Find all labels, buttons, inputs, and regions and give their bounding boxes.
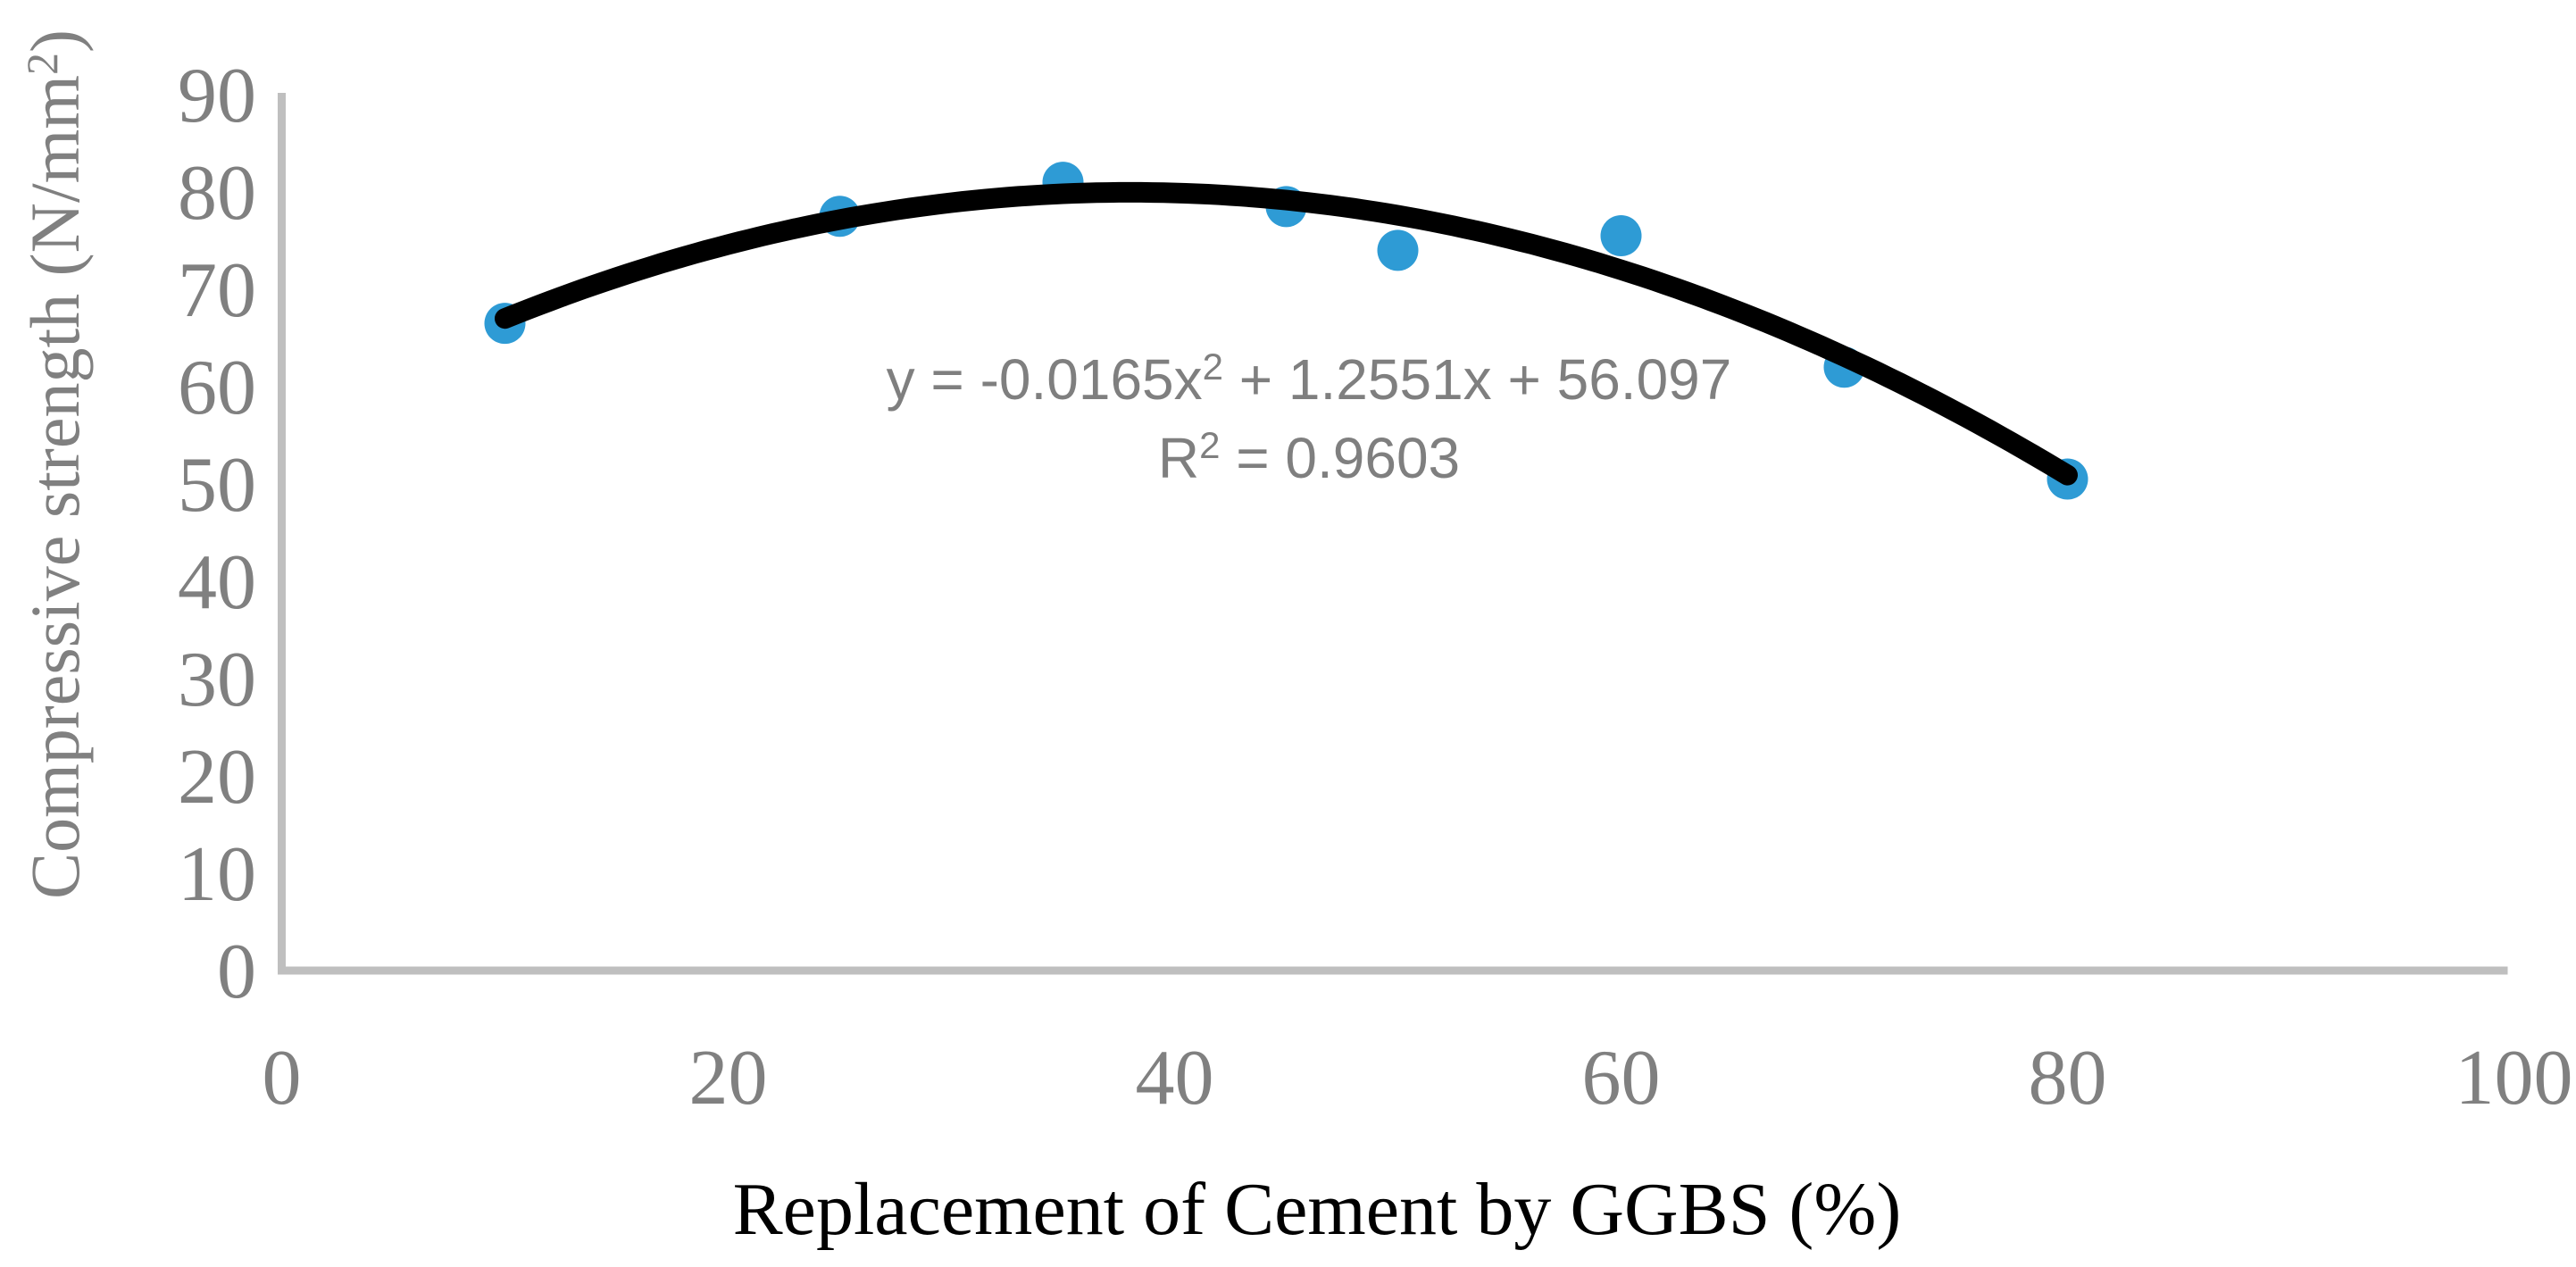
x-axis-title: Replacement of Cement by GGBS (%) — [733, 1168, 1902, 1251]
trendline-curve — [495, 181, 2078, 486]
x-tick-label: 100 — [2455, 1035, 2573, 1121]
y-tick-label: 30 — [178, 637, 256, 723]
y-tick-label: 50 — [178, 442, 256, 529]
y-tick-label: 80 — [178, 150, 256, 237]
x-tick-label: 80 — [2029, 1035, 2107, 1121]
x-tick-label: 20 — [689, 1035, 768, 1121]
y-tick-labels: 0 10 20 30 40 50 60 70 80 90 — [178, 53, 256, 1015]
x-tick-label: 60 — [1582, 1035, 1661, 1121]
y-tick-label: 40 — [178, 539, 256, 626]
y-tick-label: 70 — [178, 247, 256, 334]
data-point — [1600, 215, 1642, 257]
y-tick-label: 60 — [178, 345, 256, 431]
x-tick-labels: 0 20 40 60 80 100 — [263, 1035, 2573, 1121]
y-tick-label: 0 — [217, 929, 256, 1015]
y-tick-label: 20 — [178, 734, 256, 821]
data-point — [1377, 229, 1419, 271]
y-tick-label: 90 — [178, 53, 256, 139]
equation-label: y = -0.0165x2 + 1.2551x + 56.097 — [887, 346, 1732, 412]
x-tick-label: 40 — [1136, 1035, 1214, 1121]
y-axis-title: Compressive strength (N/mm2) — [16, 29, 94, 899]
y-tick-label: 10 — [178, 831, 256, 918]
r-squared-label: R2 = 0.9603 — [1158, 424, 1460, 490]
x-tick-label: 0 — [263, 1035, 302, 1121]
